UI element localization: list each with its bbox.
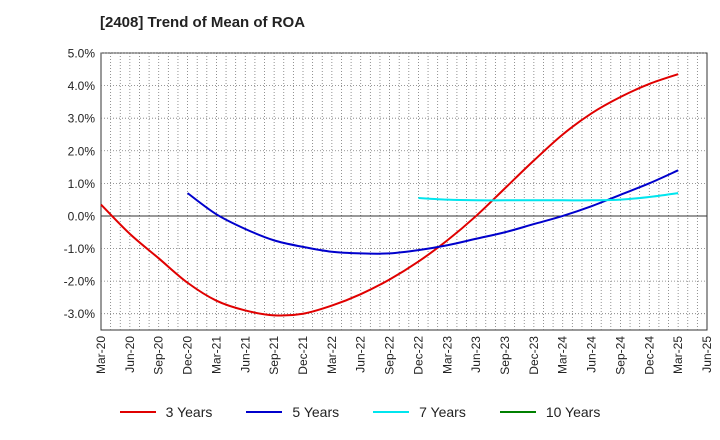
- y-tick-label: -2.0%: [64, 275, 96, 289]
- legend-item: 3 Years: [119, 404, 213, 420]
- legend-swatch: [119, 411, 156, 413]
- x-tick-label: Jun-25: [700, 336, 714, 373]
- y-tick-label: 2.0%: [68, 144, 96, 158]
- legend-item: 10 Years: [499, 404, 601, 420]
- legend-swatch: [499, 411, 536, 413]
- x-tick-label: Sep-24: [613, 336, 627, 375]
- x-tick-label: Mar-25: [671, 336, 685, 374]
- y-tick-label: -3.0%: [64, 307, 96, 321]
- x-tick-label: Sep-21: [267, 336, 281, 375]
- legend-label: 7 Years: [419, 404, 466, 420]
- x-tick-label: Sep-22: [383, 336, 397, 375]
- legend-item: 5 Years: [246, 404, 339, 420]
- x-tick-label: Dec-23: [527, 336, 541, 375]
- x-tick-label: Jun-20: [123, 336, 137, 373]
- x-tick-label: Dec-21: [296, 336, 310, 375]
- y-tick-label: -1.0%: [64, 242, 96, 256]
- x-tick-label: Sep-20: [152, 336, 166, 375]
- grid-layer: [100, 52, 708, 331]
- x-tick-label: Jun-23: [469, 336, 483, 373]
- y-tick-label: 3.0%: [68, 112, 96, 126]
- series-line-3-years: [100, 73, 679, 317]
- x-tick-label: Mar-23: [440, 336, 454, 374]
- x-tick-label: Jun-24: [585, 336, 599, 373]
- x-tick-label: Sep-23: [498, 336, 512, 375]
- x-tick-label: Mar-21: [209, 336, 223, 374]
- y-tick-label: 0.0%: [68, 209, 96, 223]
- y-tick-label: 5.0%: [68, 47, 96, 61]
- series-layer: [100, 73, 679, 317]
- legend-swatch: [373, 411, 410, 413]
- series-line-7-years: [418, 192, 679, 202]
- x-tick-label: Jun-21: [238, 336, 252, 373]
- x-tick-label: Mar-22: [325, 336, 339, 374]
- legend-item: 7 Years: [373, 404, 466, 420]
- series-line-5-years: [186, 169, 679, 255]
- legend-label: 3 Years: [165, 404, 213, 420]
- legend-label: 5 Years: [292, 404, 340, 420]
- x-tick-label: Mar-24: [556, 336, 570, 374]
- y-tick-label: 1.0%: [68, 177, 96, 191]
- x-tick-label: Dec-24: [642, 336, 656, 375]
- x-tick-label: Dec-22: [411, 336, 425, 375]
- x-tick-label: Jun-22: [354, 336, 368, 373]
- plot-frame: [100, 52, 708, 331]
- legend-label: 10 Years: [545, 404, 601, 420]
- x-tick-label: Dec-20: [181, 336, 195, 375]
- x-tick-label: Mar-20: [94, 336, 108, 374]
- axis-layer: -3.0% -2.0% -1.0% 0.0% 1.0% 2.0% 3.0% 4.0% 5.0% M…: [64, 47, 714, 375]
- legend-swatch: [246, 411, 283, 413]
- chart-title: [2408] Trend of Mean of ROA: [100, 14, 306, 31]
- legend: 3 Years 5 Years 7 Years 10 Years: [0, 404, 720, 420]
- y-tick-label: 4.0%: [68, 79, 96, 93]
